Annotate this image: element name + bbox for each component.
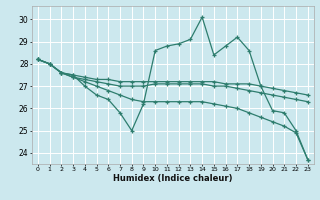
X-axis label: Humidex (Indice chaleur): Humidex (Indice chaleur) xyxy=(113,174,233,183)
